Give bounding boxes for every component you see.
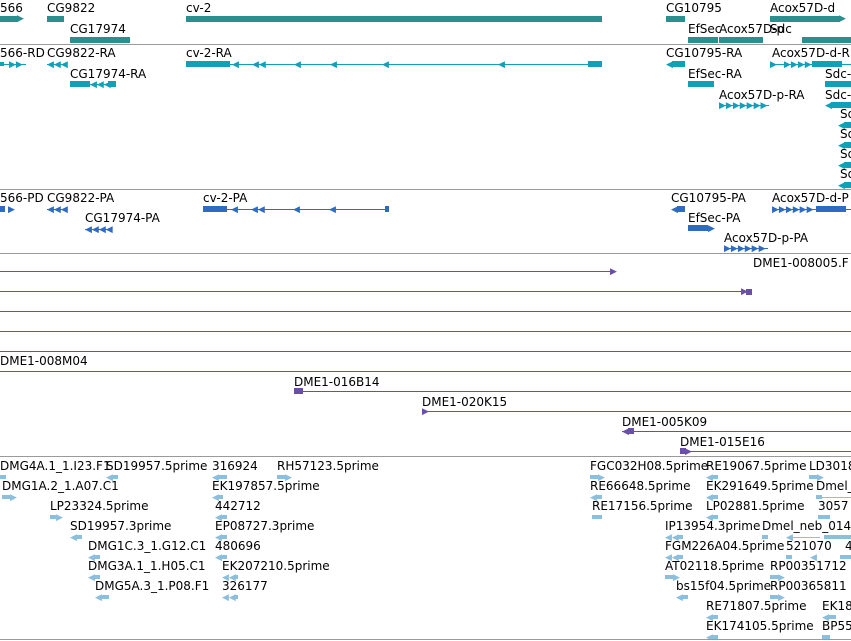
bac-clone-label: DME1-005K09 xyxy=(622,415,708,429)
est-label: FGM226A04.5prime xyxy=(665,539,785,553)
transcript-label: Sdc- xyxy=(825,88,851,102)
gene-label: CG9822 xyxy=(47,1,96,15)
protein-track: 566-PD ▶ CG9822-PA ◀◀◀ CG17974-PA ◀◀◀◀ c… xyxy=(0,190,851,253)
transcript-label: Sd xyxy=(840,127,851,141)
track-separator xyxy=(0,456,851,457)
bac-clone-track: ▶ DME1-008005.F ▶ DME1-008M04 DME1-016B1… xyxy=(0,254,851,456)
est-label: RH57123.5prime xyxy=(277,459,379,473)
transcript-label: Sd xyxy=(840,147,851,161)
gene-label: EfSec xyxy=(688,22,722,36)
est-label: RP00365811 xyxy=(770,579,847,593)
est-label: EK174105.5prime xyxy=(706,619,814,633)
est-label: DMG1C.3_1.G12.C1 xyxy=(88,539,207,553)
est-label: LD3018 xyxy=(809,459,851,473)
est-label: DMG5A.3_1.P08.F1 xyxy=(95,579,210,593)
protein-label: CG10795-PA xyxy=(671,191,746,205)
est-label: RP00351712 xyxy=(770,559,847,573)
protein-label: Acox57D-p-PA xyxy=(724,231,809,245)
est-label: 326177 xyxy=(222,579,268,593)
protein-label: 566-PD xyxy=(0,191,44,205)
transcript-label: CG10795-RA xyxy=(666,46,743,60)
est-label: LP02881.5prime xyxy=(706,499,805,513)
est-label: EK291649.5prime xyxy=(706,479,814,493)
bac-clone-label: DME1-020K15 xyxy=(422,395,508,409)
est-label: EK207210.5prime xyxy=(222,559,330,573)
transcript-label: Acox57D-p-RA xyxy=(719,88,805,102)
est-label: 3057 xyxy=(818,499,849,513)
est-label: RE17156.5prime xyxy=(592,499,693,513)
est-label: FGC032H08.5prime xyxy=(590,459,709,473)
est-label: bs15f04.5prime xyxy=(676,579,772,593)
est-label: LP23324.5prime xyxy=(50,499,149,513)
est-label: DMG1A.2_1.A07.C1 xyxy=(2,479,119,493)
gene-label: CG17974 xyxy=(70,22,126,36)
est-label: EK197857.5prime xyxy=(212,479,320,493)
est-label: 480696 xyxy=(215,539,261,553)
transcript-label: CG17974-RA xyxy=(70,67,147,81)
transcript-label: CG9822-RA xyxy=(47,46,116,60)
transcript-label: Acox57D-d-R xyxy=(772,46,850,60)
track-separator xyxy=(0,189,851,190)
est-label: DMG4A.1_1.I23.F1 xyxy=(0,459,111,473)
est-label: SD19957.3prime xyxy=(70,519,172,533)
gene-label: Sdc xyxy=(770,22,792,36)
transcript-label: Sd xyxy=(840,167,851,181)
bac-clone-label: DME1-008M04 xyxy=(0,354,88,368)
est-label: Dmel_ xyxy=(816,479,851,493)
transcript-track: 566-RD ▶▶ CG9822-RA ◀◀◀ CG17974-RA ◀◀◀ c… xyxy=(0,45,851,189)
gene-track: 566 ▶ CG9822 CG17974 cv-2 CG10795 EfSec … xyxy=(0,0,851,44)
est-label: DMG3A.1_1.H05.C1 xyxy=(88,559,206,573)
protein-label: Acox57D-d-P xyxy=(772,191,849,205)
est-label: SD19957.5prime xyxy=(106,459,208,473)
bac-clone-label: DME1-008005.F xyxy=(753,256,849,270)
gene-label: Acox57D-d xyxy=(770,1,836,15)
bac-clone-label: DME1-015E16 xyxy=(680,435,765,449)
est-label: 521070 xyxy=(786,539,832,553)
gene-label: cv-2 xyxy=(186,1,212,15)
protein-label: cv-2-PA xyxy=(203,191,248,205)
est-label: RE19067.5prime xyxy=(706,459,807,473)
transcript-label: 566-RD xyxy=(0,46,45,60)
transcript-label: cv-2-RA xyxy=(186,46,232,60)
track-separator xyxy=(0,253,851,254)
gene-label: 566 xyxy=(0,1,23,15)
est-label: BP55 xyxy=(822,619,851,633)
est-label: 4 xyxy=(845,539,851,553)
transcript-label: EfSec-RA xyxy=(688,67,742,81)
track-separator xyxy=(0,639,851,640)
protein-label: CG17974-PA xyxy=(85,211,160,225)
est-label: 442712 xyxy=(215,499,261,513)
est-label: EK18 xyxy=(822,599,851,613)
est-label: IP13954.3prime xyxy=(665,519,761,533)
est-label: RE66648.5prime xyxy=(590,479,691,493)
est-track: DMG4A.1_1.I23.F1 SD19957.5prime ◀ 316924… xyxy=(0,457,851,639)
est-label: EP08727.3prime xyxy=(215,519,315,533)
est-label: AT02118.5prime xyxy=(665,559,765,573)
protein-label: EfSec-PA xyxy=(688,211,741,225)
bac-clone-label: DME1-016B14 xyxy=(294,375,380,389)
est-label: 316924 xyxy=(212,459,258,473)
gene-label: Acox57D-p xyxy=(719,22,785,36)
transcript-label: Sdc- xyxy=(825,67,851,81)
gene-label: CG10795 xyxy=(666,1,722,15)
protein-label: CG9822-PA xyxy=(47,191,115,205)
est-label: Dmel_neb_014 xyxy=(762,519,851,533)
est-label: RE71807.5prime xyxy=(706,599,807,613)
transcript-label: Sd xyxy=(840,107,851,121)
track-separator xyxy=(0,44,851,45)
